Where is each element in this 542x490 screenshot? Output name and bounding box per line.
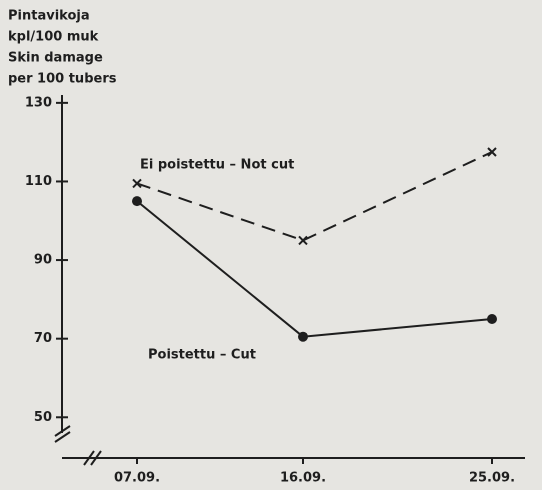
y-tick-label: 90	[34, 253, 52, 268]
marker	[132, 178, 142, 189]
series-label: Ei poistettu – Not cut	[140, 158, 294, 173]
y-tick-label: 130	[25, 95, 52, 110]
x-tick-label: 25.09.	[469, 471, 515, 486]
y-tick-label: 70	[34, 331, 52, 346]
axis-title: Skin damage	[8, 51, 103, 66]
x-tick-label: 07.09.	[114, 471, 160, 486]
axis-break	[54, 425, 71, 437]
y-tick-label: 110	[25, 174, 52, 189]
marker	[132, 196, 142, 207]
axis-break	[90, 450, 102, 466]
y-tick-label: 50	[34, 410, 52, 425]
marker	[487, 314, 497, 325]
marker	[298, 235, 308, 246]
axis-title: kpl/100 muk	[8, 30, 99, 45]
marker	[487, 147, 497, 157]
axis-title: Pintavikoja	[8, 9, 90, 24]
axis-title: per 100 tubers	[8, 72, 117, 87]
x-tick-label: 16.09.	[280, 471, 326, 486]
axis-break	[54, 431, 71, 443]
series-line	[136, 151, 493, 242]
axis-break	[83, 450, 95, 466]
series-label: Poistettu – Cut	[148, 348, 256, 363]
marker	[298, 331, 308, 342]
